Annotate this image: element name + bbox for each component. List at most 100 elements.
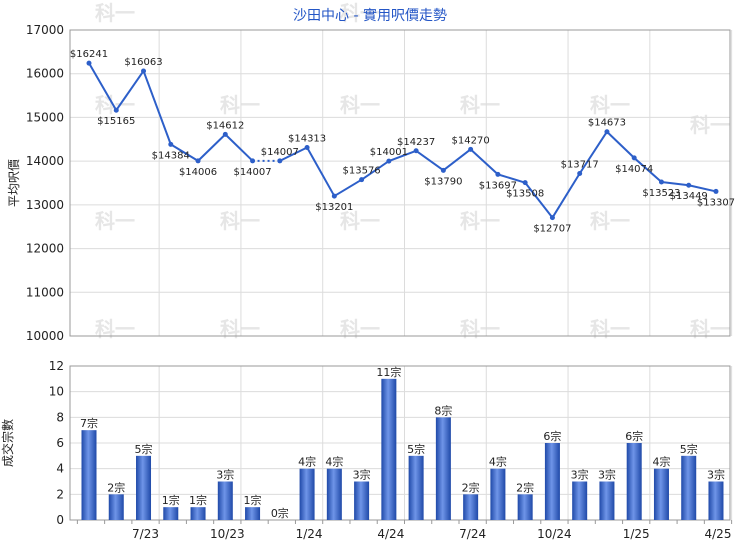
- price-data-label: $14007: [261, 147, 299, 158]
- price-line-segment: [306, 146, 336, 197]
- volume-data-label: 1宗: [189, 493, 207, 507]
- price-data-label: $13523: [642, 188, 680, 199]
- watermark-text: 科一: [340, 1, 380, 25]
- price-data-label: $14384: [152, 150, 190, 161]
- price-line-segment: [170, 143, 199, 162]
- price-line-segment: [361, 160, 390, 181]
- x-axis-ticks: 7/23 10/23 1/24 4/24 7/24 10/24 1/25 4/25: [76, 520, 733, 541]
- volume-data-label: 5宗: [407, 442, 425, 456]
- price-point: [604, 129, 610, 135]
- volume-y-ticks: 0 2 4 6 8 10 12: [49, 359, 64, 527]
- price-line-series: [86, 60, 719, 221]
- watermark-text: 科一: [340, 93, 380, 117]
- price-point: [113, 107, 119, 113]
- price-line-segment: [279, 146, 308, 162]
- volume-data-label: 2宗: [462, 480, 480, 494]
- price-line-segment: [606, 131, 635, 159]
- price-line-segment: [333, 178, 363, 197]
- volume-data-label: 2宗: [107, 480, 125, 494]
- volume-plot-frame: [69, 365, 731, 521]
- price-y-axis-label: 平均呎價: [7, 159, 21, 207]
- volume-bar: [408, 455, 424, 520]
- price-data-label: $13790: [424, 176, 462, 187]
- price-data-label: $14007: [233, 167, 271, 178]
- price-line-segment: [578, 131, 608, 175]
- price-line-segment: [115, 70, 145, 111]
- y-tick-label: 14000: [26, 154, 64, 168]
- price-point: [686, 182, 692, 188]
- price-point: [359, 177, 365, 183]
- volume-bar: [708, 481, 724, 520]
- volume-data-label: 7宗: [80, 416, 98, 430]
- volume-data-label: 6宗: [625, 429, 643, 443]
- watermark-text: 科一: [220, 209, 260, 233]
- y-tick-label: 10000: [26, 329, 64, 343]
- y-tick-label: 12: [49, 359, 64, 373]
- price-point: [168, 141, 174, 147]
- y-tick-label: 8: [56, 410, 64, 424]
- watermark-text: 科一: [460, 209, 500, 233]
- price-data-label: $13576: [343, 166, 381, 177]
- price-line-segment: [224, 133, 254, 162]
- price-data-label: $13449: [670, 191, 708, 202]
- volume-bar: [599, 481, 615, 520]
- volume-data-label: 1宗: [162, 493, 180, 507]
- price-line-segment: [142, 70, 172, 145]
- price-line-segment: [661, 181, 689, 187]
- volume-bar: [517, 494, 533, 520]
- price-line-segment: [497, 173, 526, 184]
- volume-data-label: 3宗: [707, 468, 725, 482]
- price-data-label: $14270: [452, 135, 490, 146]
- volume-bar: [544, 443, 560, 520]
- volume-bar: [381, 378, 397, 520]
- y-tick-label: 15000: [26, 110, 64, 124]
- x-tick-label: 4/25: [705, 527, 732, 541]
- price-data-label: $12707: [533, 224, 571, 235]
- volume-bar: [572, 481, 588, 520]
- price-data-label: $13717: [561, 160, 599, 171]
- volume-bar: [326, 468, 342, 520]
- watermark-text: 科一: [690, 317, 730, 341]
- y-tick-label: 0: [56, 513, 64, 527]
- volume-data-label: 5宗: [680, 442, 698, 456]
- watermark-text: 科一: [340, 209, 380, 233]
- price-point: [304, 144, 310, 150]
- watermark-text: 科一: [590, 93, 630, 117]
- volume-bar: [653, 468, 669, 520]
- price-data-label: $13697: [479, 180, 517, 191]
- price-point: [277, 158, 283, 164]
- x-tick-label: 10/23: [210, 527, 245, 541]
- x-tick-label: 4/24: [377, 527, 404, 541]
- volume-data-label: 2宗: [516, 480, 534, 494]
- y-tick-label: 16000: [26, 67, 64, 81]
- price-point: [577, 171, 583, 177]
- price-line-segment: [551, 172, 581, 219]
- volume-bar: [354, 481, 370, 520]
- price-point: [386, 158, 392, 164]
- price-data-label: $14237: [397, 137, 435, 148]
- price-data-label: $14006: [179, 167, 217, 178]
- price-data-label: $15165: [97, 116, 135, 127]
- volume-bar: [463, 494, 479, 520]
- price-point: [195, 158, 201, 164]
- volume-bar: [163, 507, 179, 520]
- price-line-segment: [524, 182, 554, 219]
- price-line-segment: [633, 157, 663, 183]
- volume-data-label: 3宗: [216, 468, 234, 482]
- volume-data-label: 4宗: [325, 455, 343, 469]
- price-line-segment: [388, 149, 417, 163]
- watermark-text: 科一: [340, 317, 380, 341]
- price-data-label: $14001: [370, 147, 408, 158]
- x-tick-label: 1/24: [296, 527, 323, 541]
- volume-bar: [245, 507, 261, 520]
- price-data-labels: $16241 $15165 $16063 $14384 $14006 $14612 $140…: [70, 49, 735, 234]
- price-panel: 10000 11000 12000 13000 14000 15000 16000 17000…: [7, 23, 735, 343]
- x-tick-label: 7/24: [459, 527, 486, 541]
- price-line-segment: [469, 148, 499, 176]
- watermark-text: 科一: [95, 93, 135, 117]
- price-point: [522, 180, 528, 186]
- price-data-label: $16063: [124, 57, 162, 68]
- watermark-text: 科一: [590, 209, 630, 233]
- price-line-segment: [442, 148, 472, 172]
- y-tick-label: 13000: [26, 198, 64, 212]
